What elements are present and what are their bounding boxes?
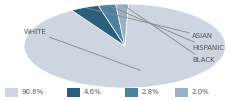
FancyBboxPatch shape	[5, 88, 18, 97]
Text: 90.6%: 90.6%	[22, 89, 44, 95]
Text: 2.8%: 2.8%	[142, 89, 159, 95]
Wedge shape	[24, 4, 226, 88]
Text: ASIAN: ASIAN	[87, 8, 213, 39]
Text: HISPANIC: HISPANIC	[109, 6, 224, 51]
Wedge shape	[98, 4, 125, 46]
Text: 4.6%: 4.6%	[84, 89, 102, 95]
FancyBboxPatch shape	[125, 88, 138, 97]
Wedge shape	[116, 4, 128, 46]
Text: WHITE: WHITE	[24, 29, 140, 70]
Wedge shape	[72, 6, 125, 46]
Text: BLACK: BLACK	[124, 6, 215, 63]
FancyBboxPatch shape	[175, 88, 188, 97]
Text: 2.0%: 2.0%	[192, 89, 210, 95]
FancyBboxPatch shape	[67, 88, 80, 97]
